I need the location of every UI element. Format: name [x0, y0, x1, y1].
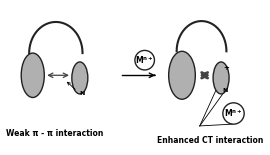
Text: Enhanced CT interaction: Enhanced CT interaction	[157, 136, 264, 145]
Circle shape	[135, 50, 154, 70]
Text: $\mathbf{M^{n+}}$: $\mathbf{M^{n+}}$	[136, 54, 154, 66]
Text: Weak π - π interaction: Weak π - π interaction	[6, 128, 104, 137]
Ellipse shape	[21, 53, 44, 97]
Text: +: +	[224, 65, 229, 71]
Circle shape	[223, 103, 244, 124]
Ellipse shape	[213, 62, 229, 94]
Text: N: N	[79, 91, 84, 95]
Text: $\mathbf{M^{n+}}$: $\mathbf{M^{n+}}$	[224, 108, 243, 119]
Ellipse shape	[72, 62, 88, 94]
Text: N: N	[222, 88, 227, 93]
Ellipse shape	[169, 51, 195, 99]
